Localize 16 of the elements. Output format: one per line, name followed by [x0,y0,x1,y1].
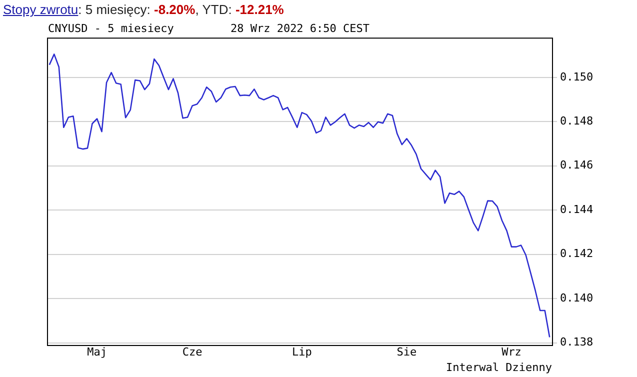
text: 28 Wrz 2022 6:50 CEST [230,22,370,35]
y-tick-label: 0.150 [560,70,594,84]
chart-title: Stopy zwrotu: 5 miesięcy: -8.20%, YTD: -12.21% [3,2,284,17]
y-tick-label: 0.138 [560,336,594,349]
y-tick-label: 0.142 [560,247,594,260]
y-tick-label: 0.140 [560,291,594,304]
y-tick-label: 0.144 [560,202,594,216]
y-tick-label: 0.148 [560,114,594,128]
text: Interwal Dzienny [446,361,552,374]
x-tick-label: Wrz [502,345,522,358]
x-tick-label: Maj [87,345,107,358]
y-tick-label: 0.146 [560,158,594,172]
x-tick-label: Lip [292,345,312,358]
x-tick-label: Sie [396,345,417,358]
x-tick-label: Cze [182,345,202,358]
chart-subtitle: CNYUSD - 5 miesiecy [48,22,174,35]
